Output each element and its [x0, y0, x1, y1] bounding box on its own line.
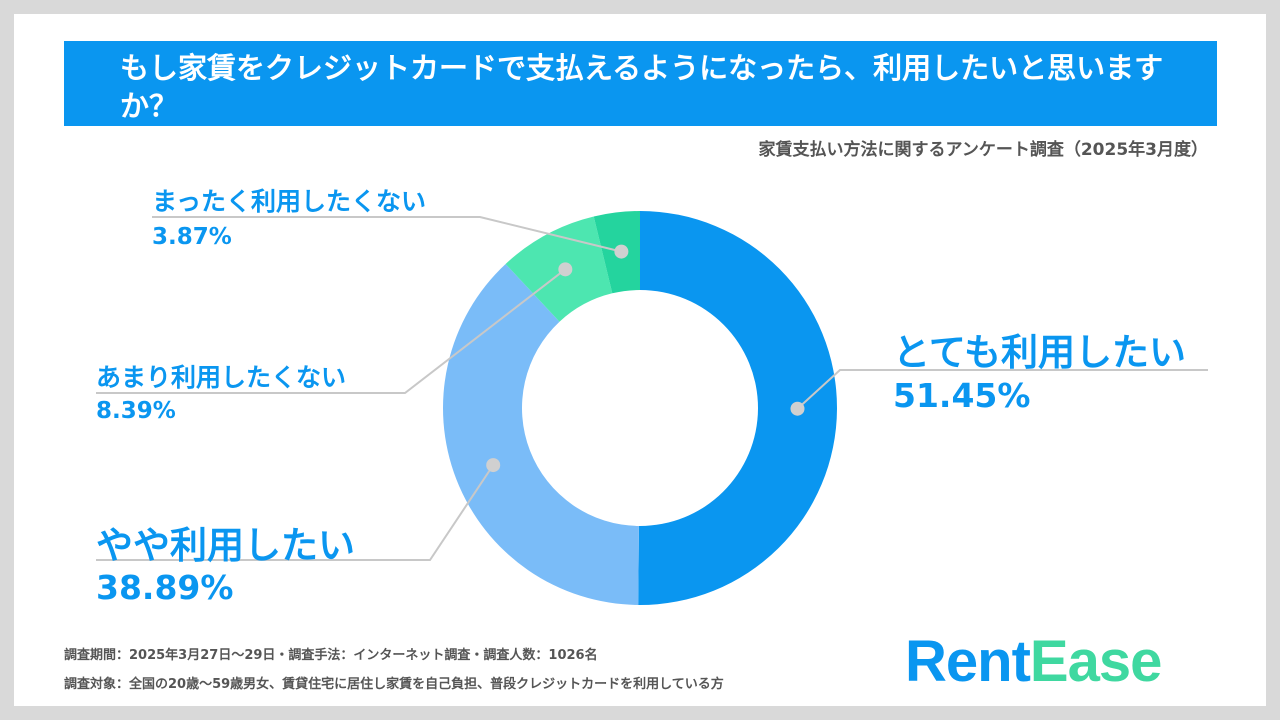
slice-label-very-unlikely: まったく利用したくない [152, 187, 427, 216]
slice-value-very-unlikely: 3.87% [152, 224, 232, 250]
leader-line-somewhat-likely [96, 464, 495, 561]
slice-value-very-likely: 51.45% [893, 376, 1031, 415]
slice-very-likely [638, 211, 838, 605]
leader-dot-very-likely [790, 401, 805, 416]
leader-line-somewhat-unlikely [96, 268, 566, 394]
slice-label-very-likely: とても利用したい [893, 331, 1187, 374]
chart-title: もし家賃をクレジットカードで支払えるようになったら、利用したいと思いますか？ [120, 51, 1164, 123]
leader-line-very-unlikely [152, 216, 622, 253]
logo-text-rent: Rent [905, 629, 1031, 694]
slice-label-somewhat-likely: やや利用したい [96, 524, 355, 567]
slice-value-somewhat-likely: 38.89% [96, 568, 234, 607]
slice-somewhat-likely [442, 263, 639, 605]
brand-logo: RentEase [905, 629, 1162, 694]
title-bar [64, 41, 1217, 126]
slice-value-somewhat-unlikely: 8.39% [96, 398, 176, 424]
chart-subtitle: 家賃支払い方法に関するアンケート調査（2025年3月度） [758, 140, 1208, 160]
leader-dot-somewhat-unlikely [558, 262, 573, 277]
survey-period-note: 調査期間：2025年3月27日～29日・調査手法：インターネット調査・調査人数：… [64, 648, 598, 663]
survey-target-note: 調査対象：全国の20歳～59歳男女、賃貸住宅に居住し家賃を自己負担、普段クレジッ… [64, 677, 724, 692]
leader-dot-very-unlikely [614, 244, 629, 259]
slice-label-somewhat-unlikely: あまり利用したくない [96, 363, 347, 392]
logo-text-ease: Ease [1029, 629, 1162, 694]
leader-dot-somewhat-likely [486, 458, 501, 473]
leader-line-very-likely [796, 369, 1208, 410]
